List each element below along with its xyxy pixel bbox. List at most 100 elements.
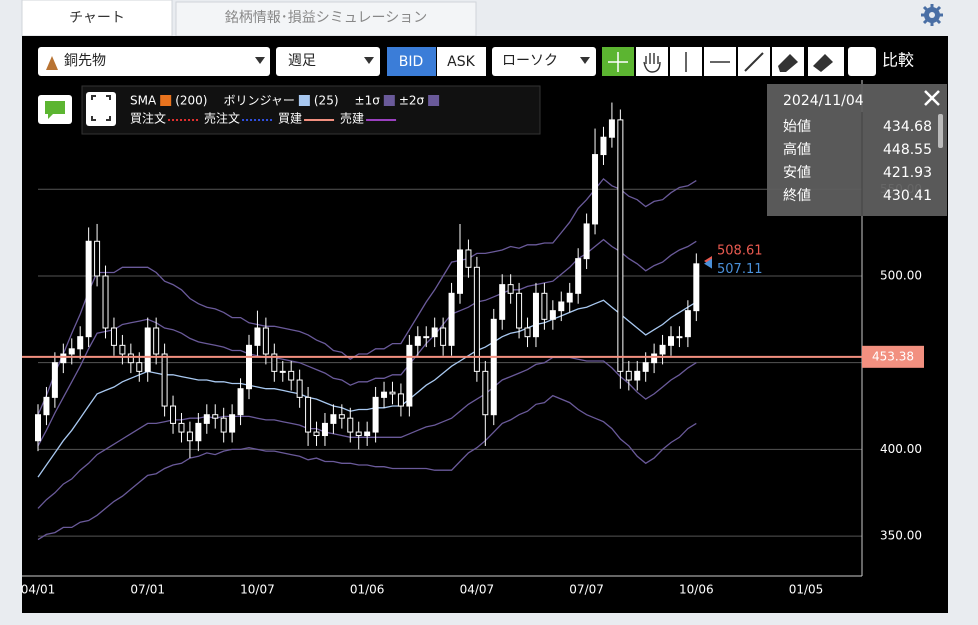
tooltip-date: 2024/11/04 bbox=[783, 93, 864, 109]
candle-body bbox=[321, 422, 328, 437]
candle-body bbox=[51, 362, 58, 398]
candle-body bbox=[532, 292, 539, 338]
band-line bbox=[37, 177, 697, 415]
crosshair-icon bbox=[608, 52, 628, 72]
legend-label: 売建 bbox=[340, 111, 364, 126]
eraser-icon bbox=[778, 54, 798, 72]
candle-body bbox=[473, 266, 480, 372]
candle-body bbox=[220, 417, 227, 433]
tooltip-label: 始値 bbox=[783, 119, 811, 135]
legend-swatch bbox=[428, 95, 440, 106]
bid-label[interactable]: BID bbox=[399, 54, 424, 70]
candle-body bbox=[507, 284, 514, 294]
candle-body bbox=[617, 119, 624, 372]
settings-icon[interactable] bbox=[921, 4, 943, 26]
candle-body bbox=[651, 353, 658, 364]
tab-active[interactable] bbox=[21, 0, 173, 37]
tab-label[interactable]: チャート bbox=[69, 10, 125, 26]
erase-all-icon bbox=[813, 54, 833, 72]
candle-body bbox=[634, 370, 641, 381]
candle-body bbox=[524, 327, 531, 338]
candle-body bbox=[288, 370, 295, 381]
candle-body bbox=[127, 353, 134, 364]
style-select[interactable] bbox=[492, 47, 596, 76]
band-line bbox=[37, 394, 697, 541]
candle-body bbox=[558, 301, 565, 312]
compare-checkbox[interactable] bbox=[848, 47, 876, 76]
price-marker-label: 508.61 bbox=[717, 244, 763, 259]
candle-body bbox=[406, 344, 413, 407]
candle-body bbox=[144, 327, 151, 372]
style-label[interactable]: ローソク bbox=[502, 53, 558, 69]
candle-body bbox=[212, 414, 219, 419]
legend-param: (200) bbox=[175, 94, 207, 108]
candle-body bbox=[381, 391, 388, 398]
tab[interactable] bbox=[175, 1, 477, 37]
candle-body bbox=[170, 405, 177, 424]
legend-box bbox=[81, 85, 541, 135]
candle-body bbox=[642, 362, 649, 372]
dropdown-arrow bbox=[580, 57, 590, 64]
symbol-label[interactable]: 銅先物 bbox=[64, 53, 106, 69]
expand-button[interactable] bbox=[86, 92, 116, 126]
x-tick-label: 04/07 bbox=[460, 583, 495, 597]
candle-body bbox=[625, 370, 632, 381]
period-label[interactable]: 週足 bbox=[288, 53, 316, 69]
tooltip-label: 終値 bbox=[783, 188, 811, 204]
candle-body bbox=[659, 344, 666, 355]
legend-swatch bbox=[383, 95, 395, 106]
candle-body bbox=[94, 240, 101, 277]
tooltip-label: 安値 bbox=[783, 165, 811, 181]
candle-body bbox=[668, 336, 674, 346]
candle-body bbox=[254, 327, 261, 346]
legend-label: 売注文 bbox=[204, 111, 240, 126]
tab-label[interactable]: 銘柄情報･損益シミュレーション bbox=[225, 10, 427, 26]
y-tick-label: 350.00 bbox=[880, 529, 922, 543]
hand-tool[interactable] bbox=[636, 47, 668, 76]
candle-body bbox=[43, 396, 50, 416]
plot bbox=[35, 102, 862, 541]
candle-body bbox=[490, 318, 497, 416]
x-tick-label: 07/07 bbox=[569, 583, 604, 597]
candle-body bbox=[676, 336, 683, 339]
candle-body bbox=[448, 292, 455, 346]
candle-body bbox=[330, 414, 337, 424]
candle-body bbox=[575, 258, 582, 294]
tooltip-label: 高値 bbox=[783, 141, 811, 158]
y-tick-label: 500.00 bbox=[880, 268, 922, 282]
symbol-icon bbox=[46, 56, 58, 70]
candle-body bbox=[423, 336, 430, 339]
candle-body bbox=[68, 348, 75, 355]
candle-body bbox=[338, 414, 345, 419]
ask-button[interactable] bbox=[437, 47, 486, 76]
legend-label: SMA bbox=[130, 94, 157, 108]
reference-label-box bbox=[862, 345, 924, 368]
candle-body bbox=[608, 119, 615, 138]
candle-body bbox=[153, 327, 160, 355]
symbol-select[interactable] bbox=[38, 47, 270, 76]
x-tick-label: 01/05 bbox=[789, 583, 824, 597]
x-tick-label: 10/06 bbox=[679, 583, 714, 597]
candle-body bbox=[457, 249, 463, 294]
price-marker bbox=[704, 258, 712, 269]
candle-body bbox=[271, 353, 278, 372]
candle-body bbox=[279, 370, 286, 373]
candle-body bbox=[203, 414, 210, 424]
candle-body bbox=[119, 344, 126, 355]
period-select[interactable] bbox=[276, 47, 380, 76]
dropdown-arrow bbox=[255, 57, 265, 64]
legend-label: 買建 bbox=[278, 112, 302, 126]
x-tick-label: 01/06 bbox=[350, 583, 385, 597]
candle-body bbox=[592, 154, 599, 225]
candle-body bbox=[566, 292, 573, 303]
tooltip-value: 430.41 bbox=[883, 188, 932, 204]
candle-body bbox=[347, 417, 354, 433]
x-tick-label: 04/01 bbox=[21, 583, 56, 597]
compare-label[interactable]: 比較 bbox=[882, 51, 914, 70]
candle-body bbox=[431, 327, 438, 338]
candle-body bbox=[35, 414, 41, 442]
ask-label[interactable]: ASK bbox=[447, 54, 475, 70]
bid-button[interactable] bbox=[387, 47, 436, 76]
candle-body bbox=[161, 353, 168, 407]
candle-body bbox=[389, 391, 396, 395]
